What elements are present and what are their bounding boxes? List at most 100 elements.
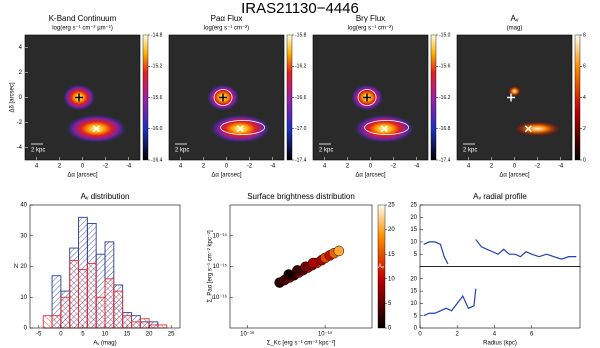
x-tick-label: 0 <box>513 164 517 170</box>
colorbar-tick-label: -17.0 <box>295 126 307 132</box>
x-tick-label: -2 <box>247 164 253 170</box>
y-tick-label: 10⁻¹⁴ <box>213 232 228 239</box>
scale-bar-label: 2 kpc <box>175 148 189 154</box>
colorbar <box>286 34 293 161</box>
chart-title: Aᵥ radial profile <box>473 192 527 201</box>
x-tick-label: -4 <box>414 164 420 170</box>
map-emission <box>508 86 521 97</box>
colorbar-tick-label: -16.0 <box>151 126 163 132</box>
x-tick-label: -4 <box>558 164 564 170</box>
scatter-point <box>307 257 319 269</box>
x-tick-label: 0 <box>418 332 422 338</box>
x-tick-label: 25 <box>168 332 175 338</box>
y-tick-label: 20 <box>20 264 27 270</box>
y-tick-label: 10 <box>410 301 417 307</box>
histogram-bar <box>113 290 124 329</box>
map-unit: (mag) <box>507 26 523 32</box>
nucleus-cross <box>92 125 100 133</box>
scale-bar-label: 2 kpc <box>319 148 333 154</box>
x-tick-label: 10⁻¹⁵ <box>318 331 333 338</box>
x-axis-label: Aᵥ (mag) <box>93 341 116 347</box>
x-tick-label: 10⁻¹⁶ <box>240 331 255 338</box>
y-tick-label: -4 <box>17 145 23 151</box>
y-tick-label: 15 <box>410 227 417 233</box>
x-tick-label: -4 <box>270 164 276 170</box>
x-axis-label: Σ_Kc [erg s⁻¹ cm⁻² kpc⁻²] <box>267 341 336 347</box>
histogram-bar <box>104 278 115 329</box>
map-unit: log(erg s⁻¹ cm⁻² µm⁻¹) <box>52 26 113 32</box>
colorbar-tick-label: 10 <box>388 276 395 282</box>
map-title: K-Band Continuum <box>49 14 117 23</box>
nucleus-plus <box>507 93 516 102</box>
colorbar <box>142 34 149 161</box>
chart-title: Aᵥ distribution <box>81 192 130 201</box>
x-tick-label: 15 <box>124 332 131 338</box>
y-tick-label: -2 <box>17 120 23 126</box>
x-tick-label: 5 <box>81 332 85 338</box>
x-tick-label: -2 <box>535 164 541 170</box>
map-title: Aᵥ <box>511 14 519 23</box>
colorbar-label: Aᵥ <box>378 264 384 270</box>
y-axis-label: Σ_Paα [erg s⁻¹ cm⁻² kpc⁻²] <box>208 230 214 303</box>
x-tick-label: 4 <box>179 164 183 170</box>
colorbar-tick-label: 25 <box>388 203 395 209</box>
x-tick-label: 2 <box>456 332 460 338</box>
colorbar-tick-label: -16.2 <box>439 95 451 101</box>
histogram-bar <box>131 321 141 329</box>
histogram-bar <box>148 324 159 329</box>
x-tick-label: 2 <box>58 164 62 170</box>
map-title: Paα Flux <box>211 14 243 23</box>
x-tick-label: 4 <box>467 164 471 170</box>
profile-line <box>423 288 477 317</box>
x-tick-label: 6 <box>530 332 534 338</box>
colorbar-tick-label: 0 <box>583 157 586 163</box>
x-tick-label: -2 <box>103 164 109 170</box>
colorbar-tick-label: -15.6 <box>439 64 451 70</box>
x-tick-label: 0 <box>81 164 85 170</box>
y-tick-label: 2 <box>19 70 23 76</box>
x-tick-label: -4 <box>126 164 132 170</box>
x-axis-label: Δα [arcsec] <box>355 173 385 179</box>
colorbar-tick-label: 6 <box>583 64 586 70</box>
map-unit: log(erg s⁻¹ cm⁻²) <box>204 26 249 32</box>
colorbar <box>377 204 386 329</box>
x-tick-label: 4 <box>35 164 39 170</box>
y-tick-label: 0 <box>414 326 418 332</box>
colorbar-tick-label: -15.0 <box>439 32 451 38</box>
colorbar-tick-label: -17.4 <box>439 157 451 163</box>
colorbar-tick-label: -16.6 <box>295 95 307 101</box>
colorbar-tick-label: -14.8 <box>151 32 163 38</box>
plot-frame <box>419 266 581 329</box>
y-tick-label: 40 <box>20 203 27 209</box>
map-contour <box>357 89 377 106</box>
colorbar-tick-label: 15 <box>388 252 395 258</box>
map-emission <box>515 121 560 136</box>
x-tick-label: 0 <box>225 164 229 170</box>
scatter-point <box>283 269 294 280</box>
y-tick-label: 10⁻¹⁵ <box>213 263 228 270</box>
colorbar-tick-label: -15.8 <box>295 32 307 38</box>
colorbar-tick-label: -15.6 <box>151 95 163 101</box>
x-tick-label: 0 <box>59 332 63 338</box>
colorbar-tick-label: -16.4 <box>151 157 163 163</box>
x-tick-label: 10 <box>102 332 109 338</box>
map-contour <box>213 89 233 106</box>
histogram-bar <box>95 296 106 329</box>
y-tick-label: 25 <box>410 203 417 209</box>
colorbar-tick-label: 8 <box>583 32 586 38</box>
nucleus-plus <box>363 93 372 102</box>
y-tick-label: 4 <box>19 45 23 51</box>
nucleus-cross <box>380 125 388 133</box>
y-tick-label: 20 <box>410 276 417 282</box>
scale-bar-label: 2 kpc <box>463 148 477 154</box>
y-tick-label: 5 <box>414 313 418 319</box>
y-tick-label: 30 <box>20 233 27 239</box>
nucleus-plus <box>219 93 228 102</box>
x-tick-label: 0 <box>369 164 373 170</box>
y-tick-label: 10 <box>20 295 27 301</box>
x-tick-label: 2 <box>346 164 350 170</box>
scatter-point <box>333 245 345 257</box>
colorbar <box>430 34 437 161</box>
x-axis-label: Radius (kpc) <box>483 341 517 347</box>
